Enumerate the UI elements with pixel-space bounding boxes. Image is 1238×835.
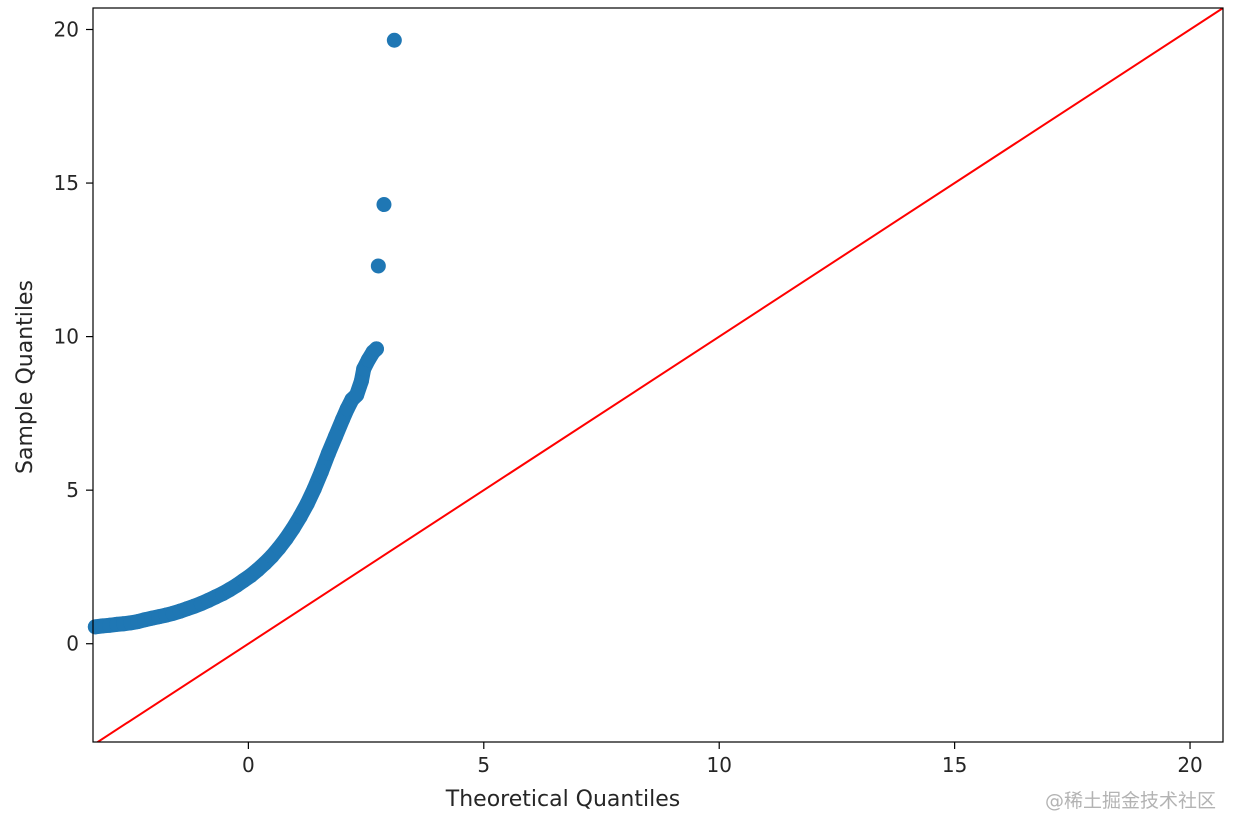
plot-area: [95, 8, 1223, 742]
y-tick-label: 5: [66, 478, 79, 502]
data-point: [313, 464, 329, 480]
x-axis-label: Theoretical Quantiles: [445, 787, 680, 812]
data-point: [285, 520, 301, 536]
data-point: [327, 428, 343, 444]
data-point: [299, 496, 315, 512]
data-point: [353, 373, 369, 389]
watermark: @稀土掘金技术社区: [1044, 790, 1216, 812]
y-axis-label: Sample Quantiles: [13, 280, 38, 474]
data-point: [306, 481, 322, 497]
data-point: [376, 197, 392, 213]
y-tick-label: 10: [54, 325, 79, 349]
data-point: [386, 32, 402, 48]
reference-line: [95, 8, 1223, 742]
data-point: [349, 387, 365, 403]
plot-frame: [92, 7, 1224, 743]
x-tick-label: 15: [942, 753, 967, 777]
data-point: [320, 445, 336, 461]
sample-points: [87, 32, 402, 635]
data-point: [368, 341, 384, 357]
data-point: [292, 509, 308, 525]
x-tick-label: 5: [477, 753, 490, 777]
y-tick-label: 15: [54, 171, 79, 195]
y-tick-label: 20: [54, 17, 79, 41]
x-tick-label: 0: [242, 753, 255, 777]
x-tick-label: 20: [1177, 753, 1202, 777]
data-point: [370, 258, 386, 274]
x-tick-label: 10: [706, 753, 731, 777]
y-tick-label: 0: [66, 632, 79, 656]
axis-ticks: 0 5 10 15 20 0 5 10 15 20: [54, 17, 1203, 777]
